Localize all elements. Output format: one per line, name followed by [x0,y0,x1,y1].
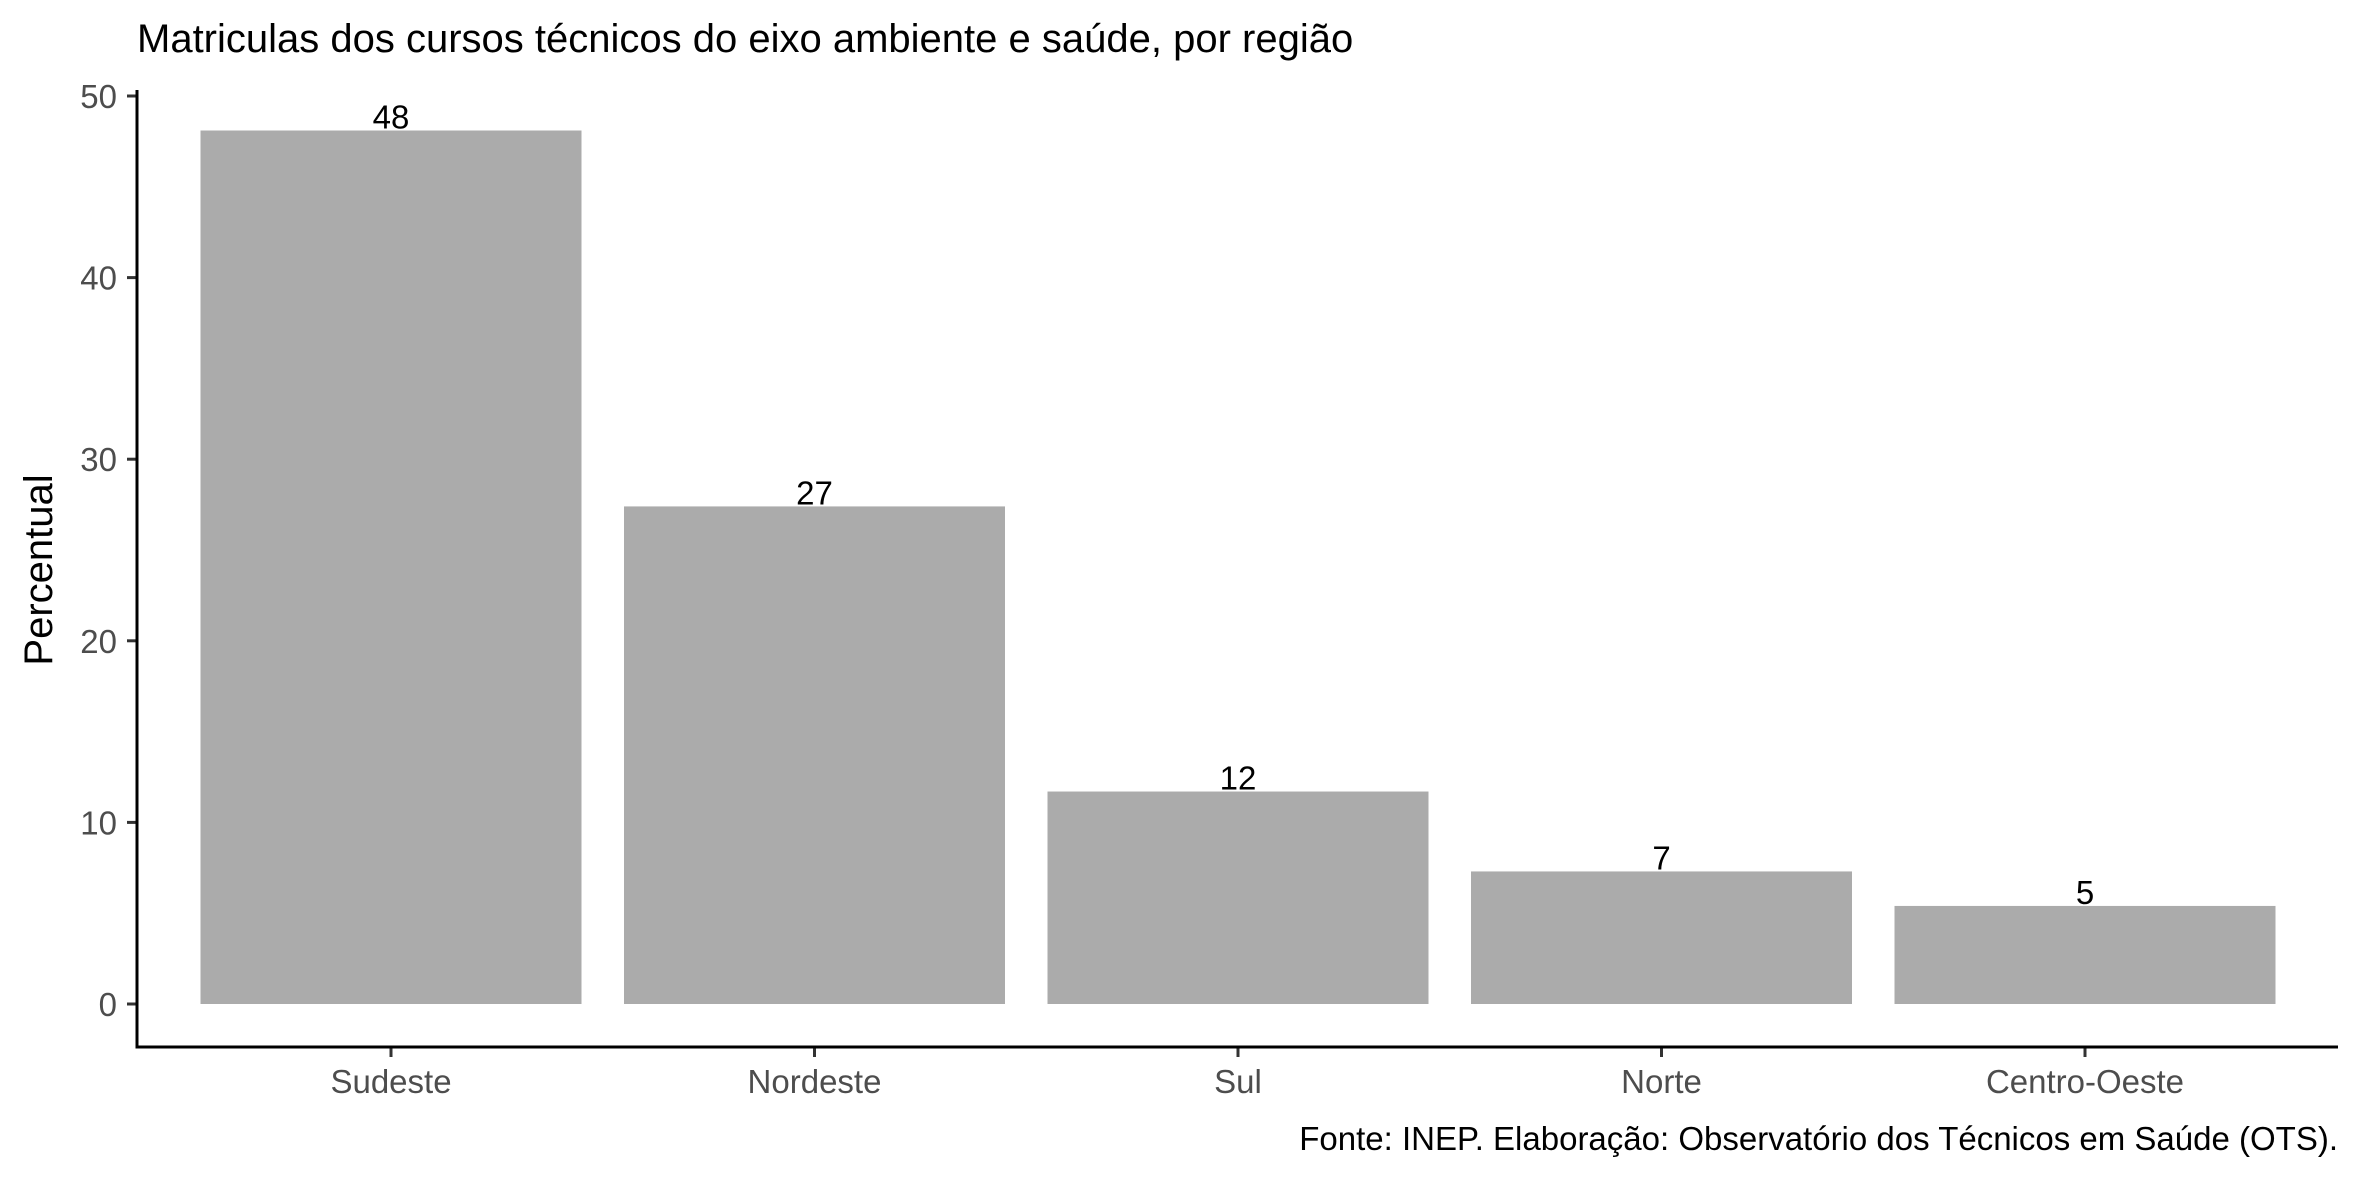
bar-sul [1047,791,1429,1004]
x-tick-label: Nordeste [748,1063,882,1100]
bar-value-label: 27 [796,474,833,511]
x-tick-label: Sul [1214,1063,1262,1100]
bar-nordeste [624,506,1005,1004]
y-tick-label: 40 [80,260,117,297]
x-tick-label: Centro-Oeste [1986,1063,2184,1100]
y-axis-ticks: 0 10 20 30 40 50 [80,78,137,1023]
bar-value-label: 7 [1652,839,1670,876]
bars-layer [200,130,2276,1004]
y-tick-label: 50 [80,78,117,115]
bar-centro-oeste [1894,905,2276,1004]
y-tick-label: 0 [99,986,117,1023]
y-tick-label: 30 [80,441,117,478]
x-tick-label: Sudeste [330,1063,451,1100]
y-axis-label: Percentual [17,474,61,665]
bar-value-label: 5 [2076,874,2094,911]
y-tick-label: 20 [80,623,117,660]
x-axis-ticks: Sudeste Nordeste Sul Norte Centro-Oeste [330,1047,2184,1100]
y-tick-label: 10 [80,804,117,841]
x-tick-label: Norte [1621,1063,1702,1100]
bar-sudeste [200,130,582,1004]
bar-value-label: 12 [1220,760,1257,797]
bar-value-label: 48 [373,99,410,136]
bar-norte [1471,871,1852,1004]
data-labels-layer: 48 27 12 7 5 [373,99,2095,911]
chart-title: Matriculas dos cursos técnicos do eixo a… [137,17,1353,61]
chart-caption: Fonte: INEP. Elaboração: Observatório do… [1299,1120,2338,1157]
